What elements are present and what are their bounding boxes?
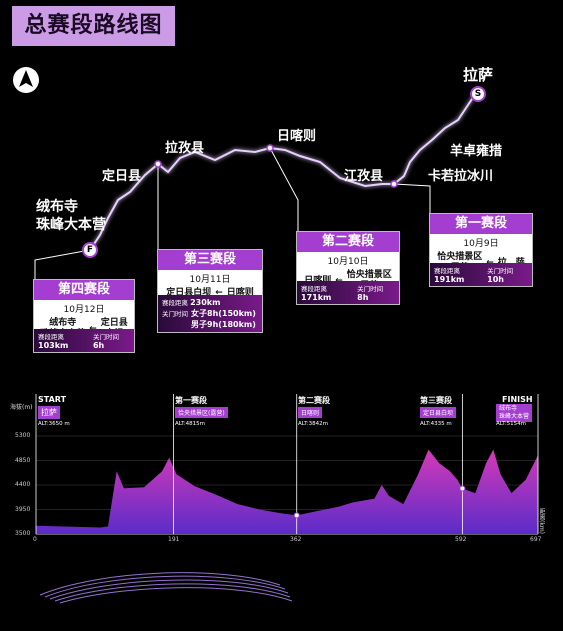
stage-date: 10月11日: [189, 275, 231, 285]
arrow-left-icon: ←: [335, 276, 343, 287]
stage-title: 第四赛段: [34, 280, 134, 300]
place-dingri: 定日县: [102, 169, 142, 184]
x-tick: 697: [530, 536, 542, 543]
stage-cutoff: 6h: [92, 341, 105, 350]
cutoff-label: 关门时间: [357, 285, 384, 293]
stage-from: 日喀则: [304, 276, 331, 287]
stage-card-3: 第三赛段 10月11日 定日县白坝 ← 日喀则 赛段距离 230km 关门时间 …: [158, 250, 262, 332]
profile-finish-title: FINISH: [502, 395, 533, 404]
y-tick: 5300: [15, 432, 31, 439]
stage-card-1: 第一赛段 10月9日 恰央措景区 (露营) ← 拉 萨 赛段距离 191km 关…: [430, 214, 532, 286]
y-tick: 4850: [15, 457, 31, 464]
stage-footer: 赛段距离 230km 关门时间 女子8h(150km) 男子9h(180km): [158, 295, 262, 332]
place-kareula: 卡若拉冰川: [428, 169, 494, 184]
profile-stage2-tag: 日喀则: [298, 407, 323, 418]
x-tick: 362: [290, 536, 302, 543]
stage-footer: 赛段距离 171km 关门时间 8h: [297, 281, 399, 304]
arrow-left-icon: ←: [89, 324, 97, 335]
stage-date: 10月9日: [463, 239, 499, 249]
y-tick: 4400: [15, 481, 31, 488]
stage-footer: 赛段距离 103km 关门时间 6h: [34, 329, 134, 352]
profile-stage3-alt: ALT:4335 m: [420, 421, 452, 427]
stage-distance: 103km: [38, 341, 69, 350]
stage-date: 10月10日: [327, 257, 369, 267]
profile-stage2-title: 第二赛段: [298, 396, 330, 405]
profile-start-title: START: [38, 395, 67, 404]
place-rikaze: 日喀则: [277, 129, 317, 144]
profile-start-alt: ALT:3650 m: [38, 421, 70, 427]
place-rongbu: 绒布寺: [36, 199, 78, 215]
checkpoint-dot: [293, 512, 300, 519]
checkpoint-dot: [459, 485, 466, 492]
finish-marker-icon: F: [82, 242, 98, 258]
place-lazi: 拉孜县: [165, 141, 205, 156]
profile-stage1-tag: 恰央措景区(露营): [175, 407, 228, 418]
profile-stage3-tag: 定日县白坝: [420, 407, 457, 418]
y-tick: 3950: [15, 506, 31, 513]
stage-footer: 赛段距离 191km 关门时间 10h: [430, 263, 532, 286]
y-tick: 3500: [15, 530, 31, 537]
stage-title: 第一赛段: [430, 214, 532, 234]
compass-icon: [12, 66, 40, 94]
x-tick: 592: [455, 536, 467, 543]
cutoff-label: 关门时间: [162, 310, 188, 318]
x-tick: 191: [168, 536, 180, 543]
stage-distance: 191km: [434, 275, 465, 284]
profile-finish-tag: 绒布寺 珠峰大本营: [496, 404, 533, 422]
distance-label: 赛段距离: [434, 267, 460, 275]
stage-cutoff-women: 女子8h(150km): [191, 309, 256, 318]
decorative-swirl: [39, 572, 293, 604]
profile-start-tag: 拉萨: [38, 406, 60, 419]
finish-marker-label: F: [86, 245, 94, 255]
distance-label: 赛段距离: [38, 333, 64, 341]
place-basecamp: 珠峰大本营: [36, 217, 106, 233]
place-yangzhuo: 羊卓雍措: [450, 144, 503, 159]
profile-stage1-title: 第一赛段: [175, 396, 207, 405]
stage-card-2: 第二赛段 10月10日 日喀则 ← 恰央措景区 (露营) 赛段距离 171km …: [297, 232, 399, 304]
stage-distance: 171km: [301, 293, 332, 302]
stage-cutoff: 10h: [487, 275, 504, 284]
place-jiangzi: 江孜县: [344, 169, 384, 184]
profile-finish-alt: ALT:5154m: [496, 421, 527, 427]
page-title: 总赛段路线图: [12, 6, 175, 46]
profile-stage3-title: 第三赛段: [420, 396, 452, 405]
elevation-profile: 海拔(m) 距离(km) 5300 4850 4400 3950 3500 0 …: [0, 390, 563, 550]
stage-to: 拉 萨: [498, 258, 525, 269]
x-axis-label: 距离(km): [538, 508, 545, 535]
route-map: [34, 95, 475, 282]
start-marker-icon: S: [470, 86, 486, 102]
profile-stage1-alt: ALT:4815m: [175, 421, 206, 427]
stage-route: 定日县白坝 ← 日喀则: [158, 288, 262, 299]
stage-to: 日喀则: [226, 288, 254, 298]
distance-label: 赛段距离: [162, 299, 188, 307]
stage-cutoff-men: 男子9h(180km): [191, 320, 256, 329]
distance-label: 赛段距离: [301, 285, 327, 293]
stage-card-4: 第四赛段 10月12日 绒布寺 珠峰大本营 ← 定日县 白坝 赛段距离 103k…: [34, 280, 134, 352]
route-line: [89, 95, 475, 251]
stage-from: 定日县白坝: [166, 288, 212, 298]
place-lasa: 拉萨: [463, 66, 494, 84]
stage-title: 第三赛段: [158, 250, 262, 270]
start-marker-label: S: [474, 89, 482, 99]
arrow-left-icon: ←: [486, 258, 494, 269]
y-axis-label: 海拔(m): [10, 404, 33, 411]
cutoff-label: 关门时间: [92, 333, 119, 341]
stage-date: 10月12日: [63, 305, 105, 315]
stage-title: 第二赛段: [297, 232, 399, 252]
profile-stage2-alt: ALT:3842m: [298, 421, 329, 427]
arrow-left-icon: ←: [215, 288, 223, 298]
stage-distance: 230km: [190, 298, 221, 307]
stage-cutoff: 8h: [357, 293, 369, 302]
x-tick: 0: [33, 536, 37, 543]
cutoff-label: 关门时间: [487, 267, 514, 275]
elevation-area: [36, 449, 538, 534]
